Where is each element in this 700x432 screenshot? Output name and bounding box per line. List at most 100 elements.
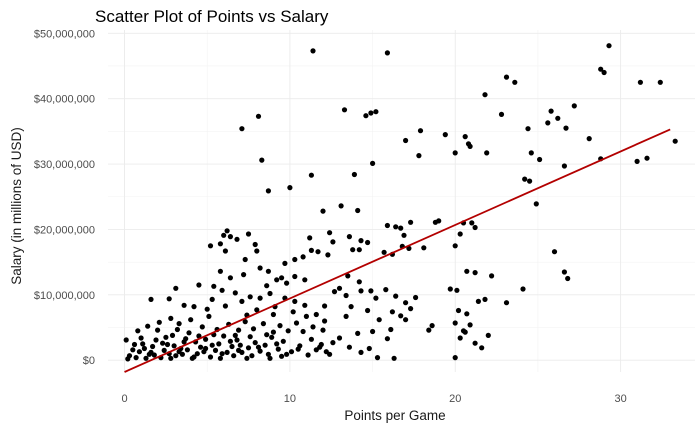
data-point (275, 346, 281, 352)
data-point (153, 337, 159, 343)
data-point (442, 132, 448, 138)
data-point (320, 208, 326, 214)
data-point (498, 111, 505, 117)
data-point (267, 290, 273, 297)
grid-lines (108, 30, 695, 372)
data-point (432, 219, 438, 225)
data-point (551, 249, 558, 255)
data-point (279, 353, 285, 359)
data-point (472, 340, 478, 346)
data-point (274, 277, 280, 283)
data-point (168, 315, 174, 321)
data-point (143, 355, 149, 361)
data-point (300, 254, 306, 260)
data-point (293, 320, 300, 326)
data-point (467, 322, 473, 328)
data-point (403, 300, 409, 306)
data-point (232, 332, 238, 338)
data-point (598, 66, 604, 72)
data-point (257, 295, 263, 301)
data-point (533, 201, 539, 207)
data-point (255, 113, 262, 119)
data-point (222, 303, 228, 309)
data-point (370, 328, 376, 335)
data-point (257, 265, 263, 271)
data-point (270, 329, 276, 335)
data-point (171, 343, 177, 349)
data-point (169, 332, 176, 338)
data-point (264, 332, 270, 338)
data-point (194, 351, 200, 357)
data-point (231, 353, 237, 359)
data-point (285, 328, 291, 334)
data-point (161, 347, 167, 353)
data-point (181, 302, 187, 308)
data-point (217, 355, 223, 361)
data-point (393, 293, 399, 299)
x-axis-ticks: 0 10 20 30 (121, 393, 626, 405)
data-point (370, 160, 376, 166)
data-point (348, 304, 354, 310)
data-point (383, 287, 389, 293)
data-point (221, 232, 227, 238)
data-point (563, 125, 569, 131)
data-point (284, 280, 290, 286)
data-point (489, 273, 495, 279)
trendline-group (124, 128, 671, 373)
data-point (222, 248, 228, 254)
data-point (365, 239, 371, 246)
data-point (467, 143, 473, 149)
data-point (341, 107, 348, 113)
data-point (164, 341, 171, 348)
data-point (206, 313, 212, 319)
data-point (482, 92, 488, 98)
data-point (426, 327, 432, 333)
data-point (381, 249, 387, 255)
data-point (176, 321, 182, 327)
data-point (136, 349, 142, 355)
x-tick-label: 0 (121, 393, 127, 405)
data-point (148, 349, 154, 355)
data-point (336, 285, 343, 291)
data-point (219, 287, 225, 293)
data-point (232, 290, 238, 296)
x-tick-label: 20 (449, 393, 461, 405)
data-point (280, 338, 286, 344)
data-point (160, 340, 166, 346)
data-point (644, 155, 650, 161)
x-axis-label: Points per Game (344, 408, 445, 423)
data-point (475, 298, 481, 304)
data-point (156, 319, 162, 325)
data-point (525, 126, 531, 132)
data-point (123, 337, 129, 343)
data-point (209, 296, 215, 302)
data-point (388, 326, 394, 333)
data-point (479, 345, 485, 351)
data-point (355, 207, 361, 214)
data-points (123, 43, 678, 362)
data-point (657, 79, 663, 85)
data-point (270, 311, 276, 318)
data-point (155, 327, 161, 333)
data-point (254, 248, 260, 254)
data-point (148, 296, 154, 302)
y-tick-label: $20,000,000 (34, 224, 95, 236)
data-point (236, 347, 242, 353)
data-point (457, 335, 463, 341)
data-point (472, 270, 478, 276)
data-point (245, 345, 252, 351)
data-point (207, 243, 214, 249)
data-point (282, 260, 288, 266)
data-point (125, 356, 131, 362)
data-point (245, 231, 252, 237)
data-point (277, 323, 283, 329)
chart-title: Scatter Plot of Points vs Salary (95, 7, 329, 26)
x-tick-label: 30 (614, 393, 626, 405)
data-point (229, 343, 235, 350)
y-tick-label: $40,000,000 (34, 94, 95, 106)
data-point (384, 336, 390, 342)
data-point (429, 323, 435, 329)
data-point (389, 309, 395, 315)
data-point (191, 354, 197, 360)
data-point (274, 341, 280, 347)
